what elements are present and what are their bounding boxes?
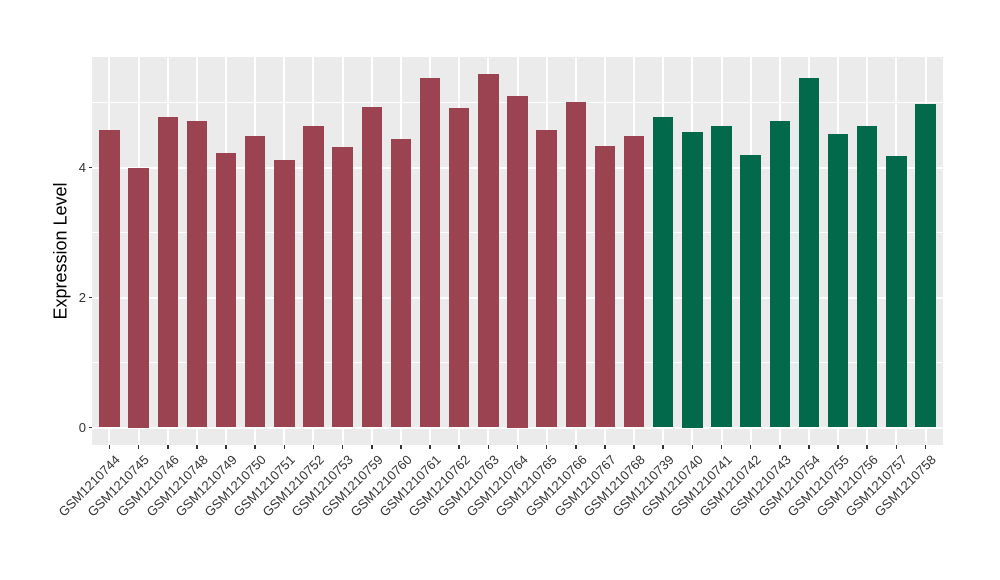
x-tick-mark xyxy=(691,445,694,449)
x-tick-mark xyxy=(137,445,140,449)
bar-GSM1210751 xyxy=(274,160,295,428)
x-tick-mark xyxy=(749,445,752,449)
bar-GSM1210756 xyxy=(857,125,878,428)
bar-GSM1210753 xyxy=(332,147,353,428)
x-tick-mark xyxy=(575,445,577,449)
x-tick-mark xyxy=(429,445,431,449)
bar-GSM1210746 xyxy=(157,116,178,428)
x-tick-mark xyxy=(837,445,839,449)
bar-GSM1210768 xyxy=(623,136,645,428)
x-tick-mark xyxy=(312,445,315,449)
bar-GSM1210763 xyxy=(478,73,499,428)
bar-GSM1210741 xyxy=(711,125,732,428)
x-tick-mark xyxy=(400,445,402,449)
x-tick-mark xyxy=(720,445,723,449)
x-tick-mark xyxy=(808,445,810,449)
bar-GSM1210759 xyxy=(361,107,382,428)
x-tick-mark xyxy=(779,445,781,449)
bar-GSM1210761 xyxy=(419,78,441,428)
x-tick-mark xyxy=(924,445,927,449)
bar-GSM1210754 xyxy=(798,78,820,428)
bar-GSM1210755 xyxy=(827,133,849,428)
x-tick-mark xyxy=(167,445,169,449)
x-tick-mark xyxy=(108,445,111,449)
x-tick-mark xyxy=(866,445,868,449)
y-tick-label: 2 xyxy=(78,289,86,305)
x-tick-mark xyxy=(895,445,898,449)
x-tick-mark xyxy=(487,445,490,449)
bar-GSM1210758 xyxy=(915,104,936,428)
x-tick-mark xyxy=(341,445,344,449)
x-tick-mark xyxy=(196,445,198,449)
x-tick-mark xyxy=(283,445,286,449)
x-tick-mark xyxy=(604,445,606,449)
bar-GSM1210740 xyxy=(682,131,703,428)
bar-GSM1210745 xyxy=(128,167,149,428)
bar-GSM1210762 xyxy=(449,107,470,428)
bar-GSM1210750 xyxy=(245,135,266,428)
x-tick-mark xyxy=(633,445,635,449)
x-tick-mark xyxy=(662,445,664,449)
bar-GSM1210749 xyxy=(215,152,237,428)
bar-GSM1210757 xyxy=(886,156,907,428)
bar-GSM1210760 xyxy=(390,138,412,428)
x-tick-mark xyxy=(225,445,227,449)
y-tick-label: 0 xyxy=(78,419,86,435)
bar-GSM1210748 xyxy=(186,120,208,428)
bar-GSM1210743 xyxy=(769,120,790,428)
y-tick-mark xyxy=(89,426,92,429)
bar-GSM1210767 xyxy=(594,146,616,428)
plot-panel xyxy=(92,57,943,445)
bar-GSM1210764 xyxy=(507,96,528,428)
bar-GSM1210742 xyxy=(740,155,761,428)
x-tick-mark xyxy=(458,445,460,449)
y-tick-mark xyxy=(89,296,92,299)
bar-GSM1210739 xyxy=(653,117,674,428)
bar-GSM1210766 xyxy=(565,101,586,428)
y-tick-label: 4 xyxy=(78,159,86,175)
x-tick-mark xyxy=(254,445,256,449)
x-tick-mark xyxy=(545,445,548,449)
bar-GSM1210765 xyxy=(536,129,557,428)
x-tick-mark xyxy=(516,445,519,449)
bar-GSM1210744 xyxy=(99,130,120,428)
bar-GSM1210752 xyxy=(303,125,324,428)
x-tick-mark xyxy=(371,445,373,449)
y-tick-mark xyxy=(89,166,92,169)
